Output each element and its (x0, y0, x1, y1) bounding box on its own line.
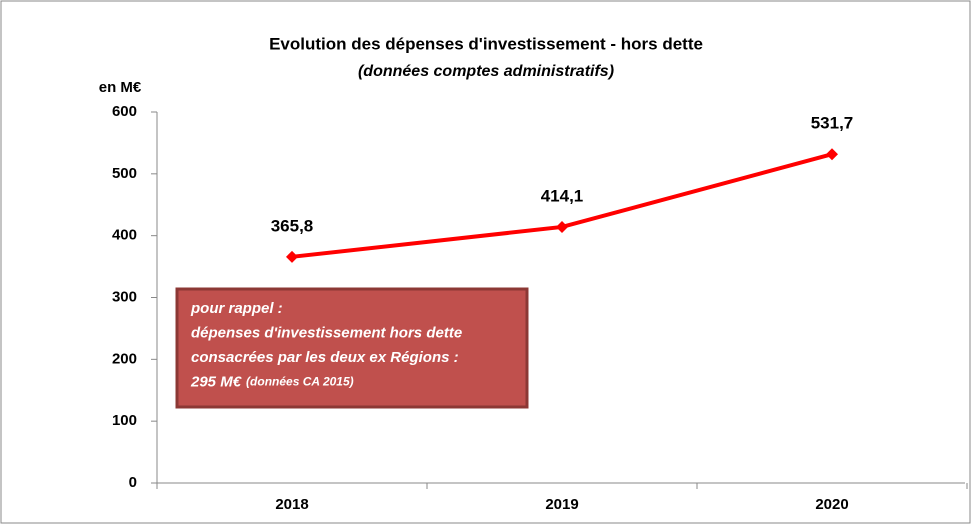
data-label: 414,1 (541, 186, 584, 205)
x-tick-label: 2020 (815, 496, 848, 513)
chart-subtitle: (données comptes administratifs) (358, 63, 614, 80)
annotation: pour rappel : dépenses d'investissement h… (175, 287, 529, 409)
data-label: 531,7 (811, 114, 854, 133)
marker (286, 250, 298, 263)
y-tick-label: 0 (129, 474, 137, 491)
y-tick-label: 500 (112, 165, 137, 182)
y-tick-label: 100 (112, 412, 137, 429)
annotation-line: dépenses d'investissement hors dette (191, 324, 462, 341)
x-tick-label: 2018 (275, 496, 308, 513)
x-tick-label: 2019 (545, 496, 578, 513)
annotation-box (175, 287, 529, 409)
y-tick-label: 200 (112, 350, 137, 367)
y-tick-label: 300 (112, 288, 137, 305)
y-tick-label: 600 (112, 103, 137, 120)
marker (826, 148, 838, 161)
annotation-line: pour rappel : (190, 300, 283, 317)
chart-title: Evolution des dépenses d'investissement … (269, 34, 703, 53)
data-label: 365,8 (271, 216, 314, 235)
annotation-note: (données CA 2015) (246, 375, 354, 389)
annotation-line: 295 M€ (données CA 2015) (190, 373, 354, 390)
y-tick-label: 400 (112, 227, 137, 244)
marker (556, 220, 568, 233)
y-axis-label: en M€ (99, 79, 142, 96)
annotation-line: consacrées par les deux ex Régions : (191, 349, 459, 366)
